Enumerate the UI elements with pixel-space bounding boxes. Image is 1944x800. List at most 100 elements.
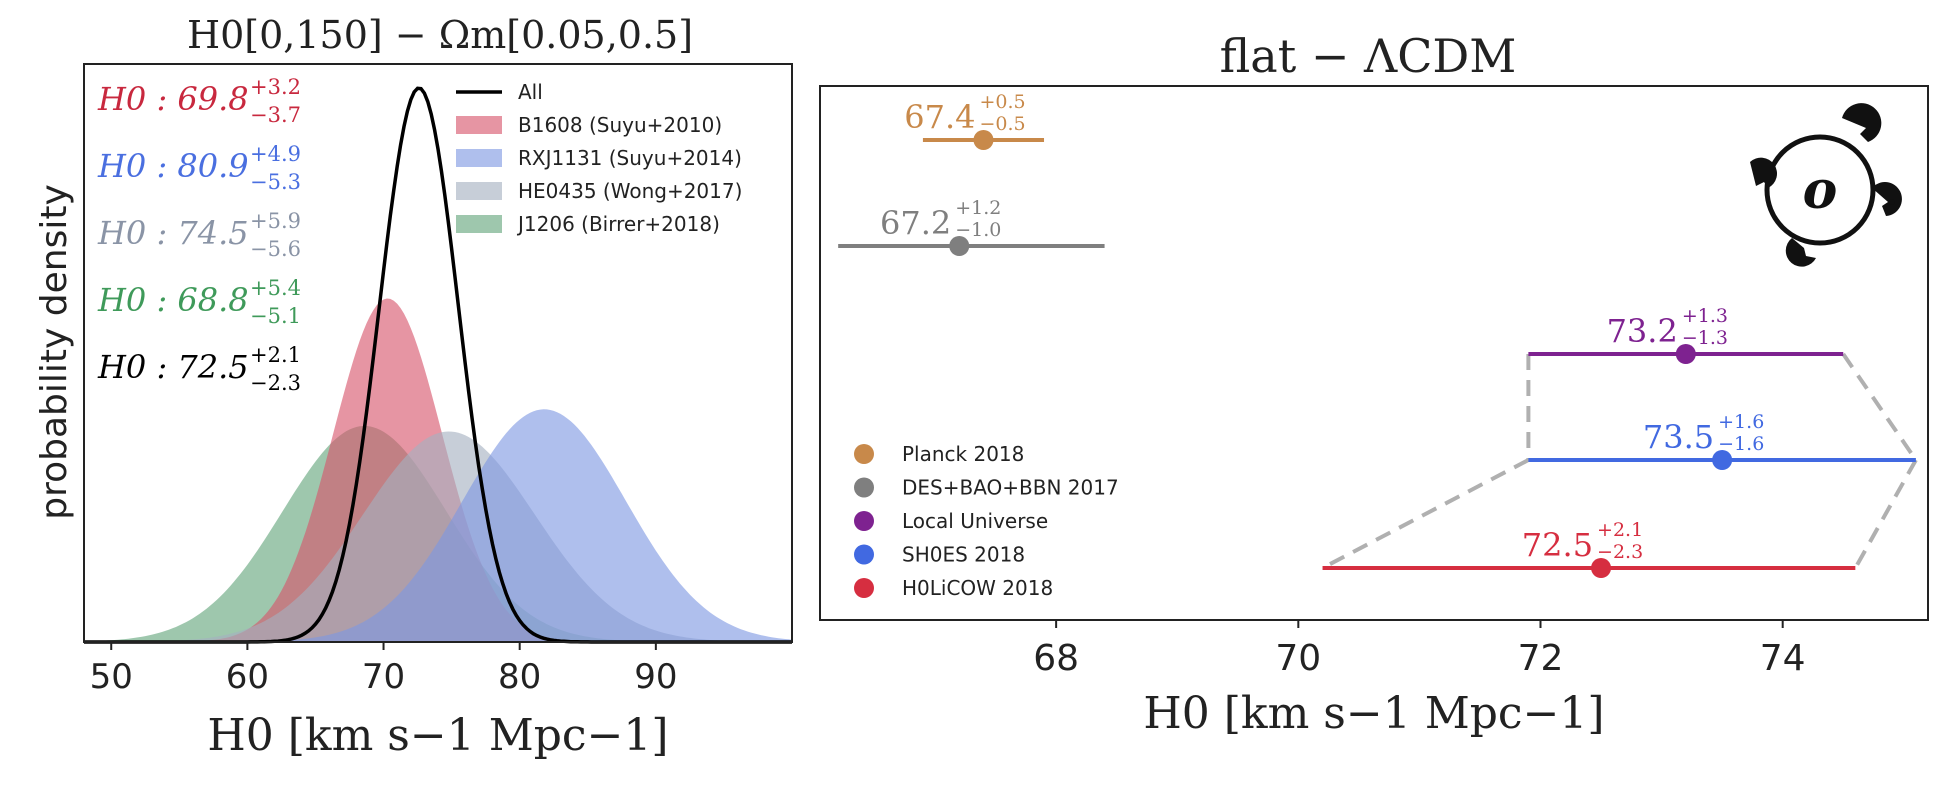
legend-fill-swatch xyxy=(456,182,502,200)
legend-marker xyxy=(854,544,874,565)
measurement-point xyxy=(1712,450,1733,470)
measurement-value: 67.2 xyxy=(880,204,951,242)
annotation-upper-error: +2.1 xyxy=(250,343,301,367)
right-legend-item: Local Universe xyxy=(854,509,1048,533)
measurement-lower-error: −1.6 xyxy=(1718,433,1764,455)
right-legend-label: Local Universe xyxy=(902,509,1048,533)
right-x-axis-label: H0 [km s−1 Mpc−1] xyxy=(1143,688,1604,739)
legend-marker xyxy=(854,578,874,598)
dashed-connectors xyxy=(1321,352,1918,570)
h0-annotation: H0 : 80.9 +4.9 −5.3 xyxy=(97,142,301,194)
right-x-tick-label: 68 xyxy=(1033,638,1079,679)
right-legend-label: H0LiCOW 2018 xyxy=(902,576,1053,600)
measurement-point xyxy=(973,130,994,150)
annotation-lower-error: −2.3 xyxy=(250,371,301,395)
dashed-connector xyxy=(1841,352,1918,462)
measurement-point xyxy=(1591,558,1612,578)
legend-marker xyxy=(854,511,874,531)
left-x-tick-label: 80 xyxy=(498,657,541,697)
left-x-tick-label: 60 xyxy=(226,657,269,697)
legend-marker xyxy=(854,477,874,498)
measurement-upper-error: +1.2 xyxy=(955,197,1001,219)
right-legend-item: SH0ES 2018 xyxy=(854,543,1025,567)
annotation-upper-error: +5.4 xyxy=(250,276,301,300)
right-legend-label: SH0ES 2018 xyxy=(902,543,1025,567)
annotation-value: H0 : 72.5 xyxy=(97,348,249,386)
left-legend: All B1608 (Suyu+2010) RXJ1131 (Suyu+2014) H… xyxy=(456,80,742,236)
right-x-tick-label: 74 xyxy=(1760,638,1806,679)
left-legend-label: HE0435 (Wong+2017) xyxy=(518,179,742,203)
measurement-1: 67.2 +1.2−1.0 xyxy=(838,197,1105,256)
right-legend: Planck 2018 DES+BAO+BBN 2017 Local Univers… xyxy=(854,442,1119,600)
right-legend-item: DES+BAO+BBN 2017 xyxy=(854,476,1119,500)
h0-annotation: H0 : 68.8 +5.4 −5.1 xyxy=(97,276,301,328)
measurement-value: 72.5 xyxy=(1522,526,1593,564)
left-x-tick-label: 50 xyxy=(90,657,133,697)
measurement-point xyxy=(949,236,970,256)
measurement-value: 73.2 xyxy=(1607,312,1678,350)
measurement-value: 73.5 xyxy=(1643,418,1714,456)
right-legend-label: Planck 2018 xyxy=(902,442,1024,466)
left-x-tick-label: 90 xyxy=(634,657,677,697)
right-panel: flat − ΛCDM 67.4 +0.5−0.5 67.2 +1.2−1.0 73.2… xyxy=(819,29,1929,739)
left-x-tick-label: 70 xyxy=(362,657,405,697)
measurement-2: 73.2 +1.3−1.3 xyxy=(1528,305,1844,364)
right-x-tick-label: 72 xyxy=(1518,638,1564,679)
right-legend-label: DES+BAO+BBN 2017 xyxy=(902,476,1119,500)
legend-marker xyxy=(854,444,874,464)
right-x-ticks: 68 70 72 74 xyxy=(1033,620,1806,679)
measurement-upper-error: +2.1 xyxy=(1597,519,1643,541)
left-legend-item: B1608 (Suyu+2010) xyxy=(456,113,722,137)
annotation-lower-error: −5.3 xyxy=(250,170,301,194)
measurement-value: 67.4 xyxy=(904,98,975,136)
annotation-lower-error: −3.7 xyxy=(250,103,301,127)
h0-annotation: H0 : 72.5 +2.1 −2.3 xyxy=(97,343,301,395)
measurement-lower-error: −0.5 xyxy=(979,113,1025,135)
left-plot-frame xyxy=(83,63,793,643)
measurement-upper-error: +1.6 xyxy=(1718,411,1764,433)
left-legend-label: J1206 (Birrer+2018) xyxy=(516,212,720,236)
legend-fill-swatch xyxy=(456,149,502,167)
density-fill-2 xyxy=(84,409,792,642)
measurement-upper-error: +1.3 xyxy=(1682,305,1728,327)
left-legend-label: RXJ1131 (Suyu+2014) xyxy=(518,146,742,170)
right-legend-item: H0LiCOW 2018 xyxy=(854,576,1053,600)
left-legend-item: RXJ1131 (Suyu+2014) xyxy=(456,146,742,170)
measurement-lower-error: −1.0 xyxy=(955,219,1001,241)
h0-annotation: H0 : 74.5 +5.9 −5.6 xyxy=(97,209,301,261)
left-x-axis-label: H0 [km s−1 Mpc−1] xyxy=(207,710,668,761)
svg-text:o: o xyxy=(1803,160,1838,221)
h0licow-logo-icon: o xyxy=(1750,103,1902,267)
h0-annotations: H0 : 69.8 +3.2 −3.7 H0 : 80.9 +4.9−5.3 H0 : 7… xyxy=(97,75,301,395)
h0-measurements: 67.4 +0.5−0.5 67.2 +1.2−1.0 73.2 +1.3−1.3 73.5… xyxy=(838,91,1916,578)
measurement-lower-error: −2.3 xyxy=(1597,541,1643,563)
left-legend-item: HE0435 (Wong+2017) xyxy=(456,179,742,203)
annotation-value: H0 : 69.8 xyxy=(97,80,249,118)
right-legend-item: Planck 2018 xyxy=(854,442,1024,466)
annotation-lower-error: −5.1 xyxy=(250,304,301,328)
annotation-value: H0 : 74.5 xyxy=(97,214,249,252)
legend-fill-swatch xyxy=(456,116,502,134)
legend-fill-swatch xyxy=(456,215,502,233)
annotation-upper-error: +5.9 xyxy=(250,209,301,233)
annotation-upper-error: +3.2 xyxy=(250,75,301,99)
annotation-value: H0 : 80.9 xyxy=(97,147,249,185)
left-panel: H0[0,150] − Ωm[0.05,0.5] 50 60 70 80 90 H0 [… xyxy=(34,13,793,761)
measurement-0: 67.4 +0.5−0.5 xyxy=(904,91,1045,150)
h0-annotation: H0 : 69.8 +3.2 −3.7 xyxy=(97,75,301,127)
left-x-ticks: 50 60 70 80 90 xyxy=(90,642,677,697)
left-legend-item: J1206 (Birrer+2018) xyxy=(456,212,720,236)
measurement-point xyxy=(1675,344,1696,364)
right-x-tick-label: 70 xyxy=(1275,638,1321,679)
right-panel-title: flat − ΛCDM xyxy=(1220,29,1517,83)
measurement-upper-error: +0.5 xyxy=(979,91,1025,113)
left-panel-title: H0[0,150] − Ωm[0.05,0.5] xyxy=(187,13,693,57)
annotation-value: H0 : 68.8 xyxy=(97,281,249,319)
dashed-connector xyxy=(1853,459,1918,569)
left-y-axis-label: probability density xyxy=(34,184,75,520)
density-fill-3 xyxy=(84,431,792,642)
dashed-connector xyxy=(1321,458,1530,570)
measurement-4: 72.5 +2.1−2.3 xyxy=(1322,519,1856,578)
left-legend-label: B1608 (Suyu+2010) xyxy=(518,113,722,137)
